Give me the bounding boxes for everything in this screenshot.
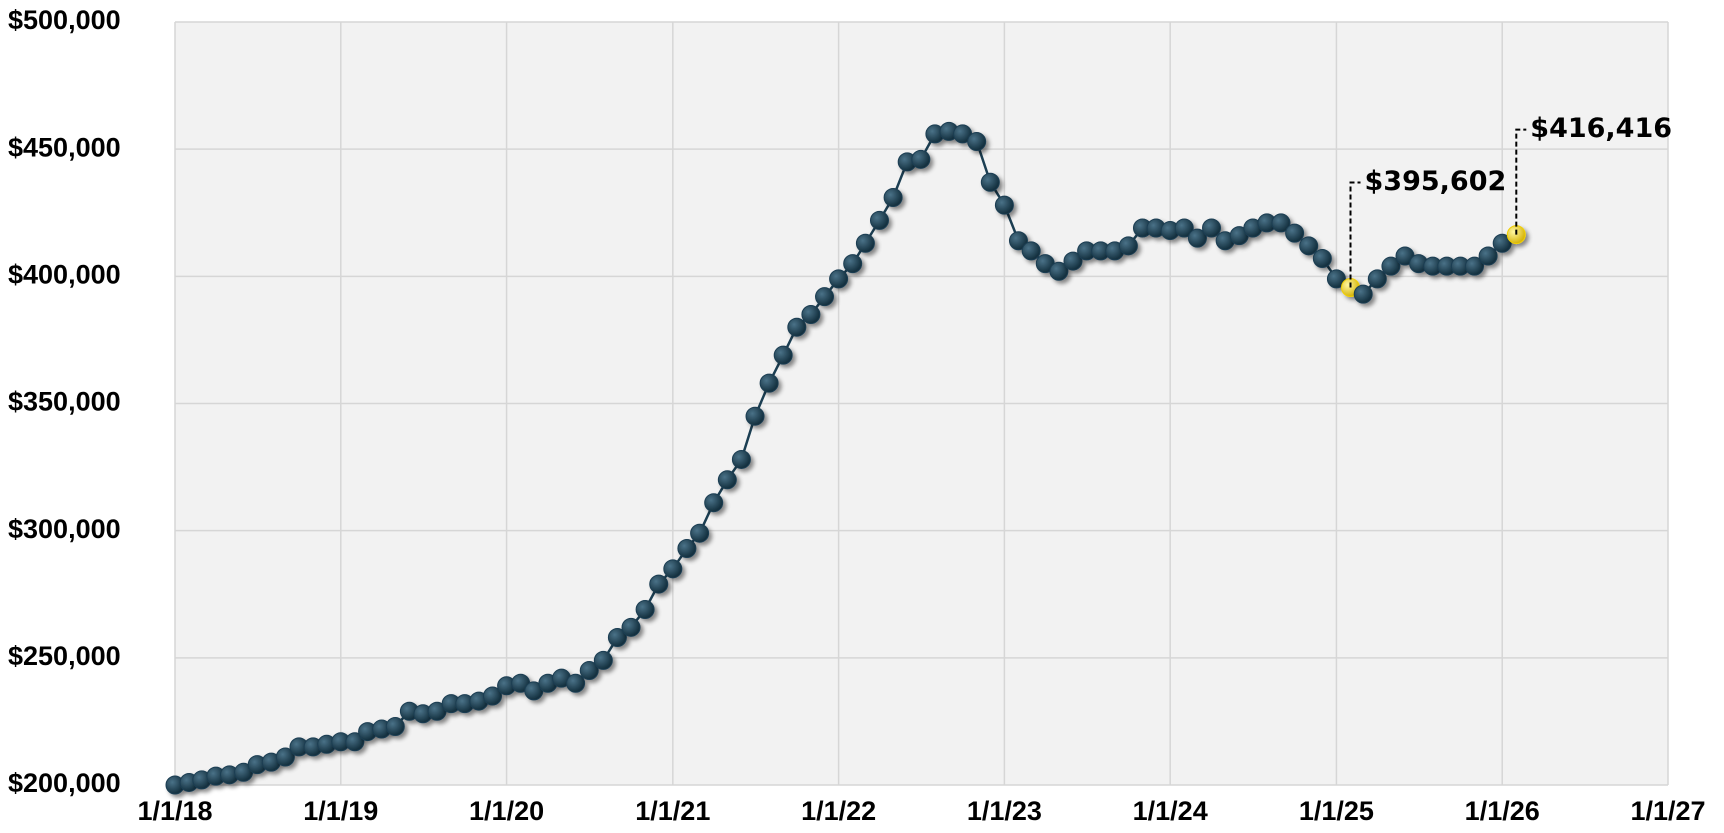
x-tick-label: 1/1/25: [1299, 796, 1374, 826]
data-label: $395,602: [1365, 166, 1507, 197]
y-tick-label: $500,000: [8, 5, 121, 35]
x-tick-label: 1/1/22: [801, 796, 876, 826]
marker: [649, 574, 669, 594]
marker: [745, 406, 765, 426]
x-tick-label: 1/1/19: [303, 796, 378, 826]
marker: [717, 470, 737, 490]
data-label: $416,416: [1530, 113, 1672, 144]
marker: [635, 600, 655, 620]
marker: [1285, 223, 1305, 243]
marker: [1187, 228, 1207, 248]
marker: [801, 304, 821, 324]
x-tick-label: 1/1/21: [635, 796, 710, 826]
marker: [1174, 218, 1194, 238]
marker: [663, 559, 683, 579]
x-tick-label: 1/1/18: [137, 796, 212, 826]
marker: [855, 233, 875, 253]
y-tick-label: $350,000: [8, 387, 121, 417]
marker: [731, 449, 751, 469]
y-tick-label: $300,000: [8, 514, 121, 544]
marker: [482, 686, 502, 706]
marker: [579, 661, 599, 681]
marker: [994, 195, 1014, 215]
marker: [829, 269, 849, 289]
marker: [677, 538, 697, 558]
marker: [1021, 241, 1041, 261]
leader-line: [1515, 128, 1527, 235]
marker: [1492, 233, 1512, 253]
marker: [980, 172, 1000, 192]
y-tick-label: $400,000: [8, 259, 121, 289]
y-tick-label: $250,000: [8, 641, 121, 671]
marker: [607, 627, 627, 647]
marker: [787, 317, 807, 337]
marker: [815, 287, 835, 307]
x-tick-label: 1/1/23: [967, 796, 1042, 826]
marker: [593, 650, 613, 670]
marker: [967, 132, 987, 152]
marker: [690, 523, 710, 543]
marker: [883, 187, 903, 207]
y-tick-label: $200,000: [8, 768, 121, 798]
marker: [759, 373, 779, 393]
x-tick-label: 1/1/26: [1465, 796, 1540, 826]
marker: [385, 717, 405, 737]
marker: [566, 673, 586, 693]
marker: [1202, 218, 1222, 238]
marker: [1353, 284, 1373, 304]
marker: [704, 493, 724, 513]
marker: [843, 254, 863, 274]
marker: [345, 732, 365, 752]
marker: [911, 149, 931, 169]
marker: [1008, 231, 1028, 251]
marker: [275, 747, 295, 767]
marker: [1271, 213, 1291, 233]
marker: [1049, 261, 1069, 281]
marker: [773, 345, 793, 365]
marker: [1326, 269, 1346, 289]
marker: [1312, 249, 1332, 269]
marker: [621, 617, 641, 637]
marker: [869, 210, 889, 230]
marker: [1367, 269, 1387, 289]
marker: [1478, 246, 1498, 266]
marker: [1118, 236, 1138, 256]
x-tick-label: 1/1/24: [1133, 796, 1208, 826]
y-tick-label: $450,000: [8, 132, 121, 162]
marker: [1299, 236, 1319, 256]
marker: [1465, 256, 1485, 276]
marker: [1063, 251, 1083, 271]
x-tick-label: 1/1/27: [1630, 796, 1705, 826]
x-tick-label: 1/1/20: [469, 796, 544, 826]
marker: [1381, 256, 1401, 276]
leader-line: [1349, 181, 1361, 288]
